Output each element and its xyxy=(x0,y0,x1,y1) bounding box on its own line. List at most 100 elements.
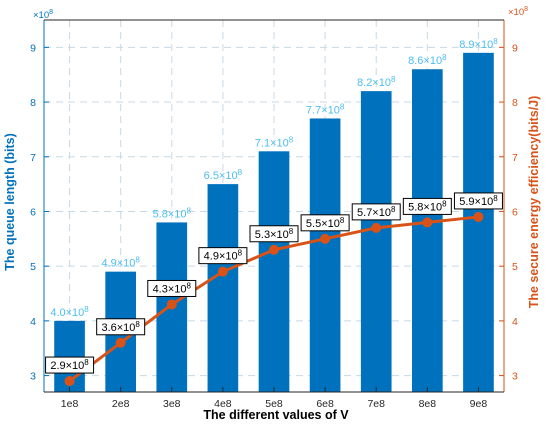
line-value-label-exponent: 8 xyxy=(187,281,192,290)
bar-value-label: 4.0×108 xyxy=(50,305,89,319)
line-value-label: 2.9×108 xyxy=(50,358,89,372)
line-value-label-exponent: 8 xyxy=(135,320,140,329)
x-tick-label: 7e8 xyxy=(367,398,385,410)
line-label-box xyxy=(96,318,146,336)
bar-value-label-mantissa: 4.0×10 xyxy=(50,307,84,319)
bar-value-label-mantissa: 8.2×10 xyxy=(357,77,391,89)
left-tick-label: 3 xyxy=(30,371,36,383)
line-label-box xyxy=(147,279,197,297)
line-value-label-exponent: 8 xyxy=(84,358,89,367)
line-value-label: 4.9×108 xyxy=(204,249,243,263)
line-point xyxy=(371,222,382,233)
line-label-box xyxy=(45,356,95,374)
line-value-label-mantissa: 5.9×10 xyxy=(459,196,493,208)
line-point xyxy=(166,299,177,310)
line-label-box xyxy=(453,192,503,210)
left-tick-label: 4 xyxy=(30,316,36,328)
line-point xyxy=(269,244,279,255)
bar-value-label: 6.5×108 xyxy=(204,168,243,182)
bar xyxy=(258,151,290,392)
line-value-label: 5.7×108 xyxy=(357,205,396,219)
bar xyxy=(360,91,392,392)
bar-value-label: 8.9×108 xyxy=(459,37,498,51)
right-tick-label: 4 xyxy=(512,316,518,328)
left-tick-label: 9 xyxy=(30,42,36,54)
bar-value-label: 7.7×108 xyxy=(306,102,345,116)
line-point xyxy=(422,217,433,228)
bar-value-label-exponent: 8 xyxy=(84,305,89,314)
label-layer: 4.0×1084.9×1085.8×1086.5×1087.1×1087.7×1… xyxy=(45,37,503,374)
line-label-box xyxy=(300,214,350,232)
bar-value-label-mantissa: 5.8×10 xyxy=(153,208,187,220)
right-tick-label: 7 xyxy=(512,152,518,164)
x-tick-label: 1e8 xyxy=(61,398,79,410)
line-value-label-mantissa: 5.7×10 xyxy=(357,207,391,219)
left-axis-title: The queue length (bits) xyxy=(3,133,17,271)
line-value-label: 5.3×108 xyxy=(255,227,294,241)
line-value-label-exponent: 8 xyxy=(340,216,345,225)
line-value-label-mantissa: 5.3×10 xyxy=(255,229,289,241)
left-axis-multiplier: ×108 xyxy=(33,9,53,21)
line-value-label-exponent: 8 xyxy=(493,194,498,203)
bar-value-label-exponent: 8 xyxy=(135,256,140,265)
bar-value-label-exponent: 8 xyxy=(442,53,447,62)
left-tick-label: 5 xyxy=(30,261,36,273)
line-label-box xyxy=(351,203,401,221)
bar xyxy=(207,184,239,392)
line-value-label-mantissa: 5.8×10 xyxy=(408,201,442,213)
line-value-label: 3.6×108 xyxy=(101,320,140,334)
left-tick-label: 7 xyxy=(30,152,36,164)
bar-value-label-exponent: 8 xyxy=(340,102,345,111)
bar xyxy=(412,69,443,392)
x-tick-label: 4e8 xyxy=(214,398,232,410)
bar-value-label: 7.1×108 xyxy=(255,135,294,149)
line-point xyxy=(217,266,228,277)
line-point xyxy=(473,211,484,222)
bar-value-label-mantissa: 7.1×10 xyxy=(255,137,289,149)
bar-value-label-mantissa: 7.7×10 xyxy=(306,104,340,116)
line-value-label-exponent: 8 xyxy=(442,199,447,208)
line-value-label-mantissa: 4.3×10 xyxy=(153,283,187,295)
x-tick-label: 8e8 xyxy=(419,398,437,410)
line-point xyxy=(64,376,75,387)
bar-value-label-exponent: 8 xyxy=(187,206,192,215)
right-axis-title: The secure energy efficiency(bits/J) xyxy=(527,96,541,309)
bar-layer xyxy=(54,52,494,393)
left-tick-label: 8 xyxy=(30,97,36,109)
x-axis-title: The different values of V xyxy=(203,408,349,422)
line-label-box xyxy=(198,247,248,265)
right-tick-label: 8 xyxy=(512,97,518,109)
bar xyxy=(309,118,341,393)
bar-value-label: 8.6×108 xyxy=(408,53,447,67)
line-value-label-exponent: 8 xyxy=(238,249,243,258)
x-tick-label: 3e8 xyxy=(163,398,181,410)
right-tick-label: 6 xyxy=(512,206,518,218)
line-value-label-mantissa: 3.6×10 xyxy=(101,322,135,334)
bar-value-label: 5.8×108 xyxy=(153,206,192,220)
bar-value-label-mantissa: 6.5×10 xyxy=(204,170,238,182)
bar-value-label-mantissa: 8.9×10 xyxy=(459,39,493,51)
line-value-label-exponent: 8 xyxy=(289,227,294,236)
bar-value-label-mantissa: 8.6×10 xyxy=(408,55,442,67)
x-tick-label: 2e8 xyxy=(112,398,130,410)
right-axis-multiplier: ×108 xyxy=(508,6,528,18)
bar-value-label-exponent: 8 xyxy=(289,135,294,144)
line-value-label-mantissa: 2.9×10 xyxy=(50,360,84,372)
line-value-label-exponent: 8 xyxy=(391,205,396,214)
bar-value-label: 4.9×108 xyxy=(101,256,140,270)
right-tick-label: 5 xyxy=(512,261,518,273)
line-label-box xyxy=(402,197,452,215)
line-value-label: 5.5×108 xyxy=(306,216,345,230)
line-value-label: 5.8×108 xyxy=(408,199,447,213)
left-tick-label: 6 xyxy=(30,206,36,218)
axes-layer: 3 4 5 6 7 8 9 3 4 5 6 7 8 9 1e8 2e8 3e8 4e8 5e8 6e8 7e8 8e8 9e… xyxy=(30,19,518,410)
bar-value-label: 8.2×108 xyxy=(357,75,396,89)
line-value-label-mantissa: 5.5×10 xyxy=(306,218,340,230)
bar-value-label-exponent: 8 xyxy=(391,75,396,84)
bar xyxy=(463,52,494,393)
line-point xyxy=(115,337,126,348)
line-point xyxy=(320,233,331,244)
x-tick-label: 5e8 xyxy=(265,398,283,410)
x-tick-label: 6e8 xyxy=(316,398,334,410)
